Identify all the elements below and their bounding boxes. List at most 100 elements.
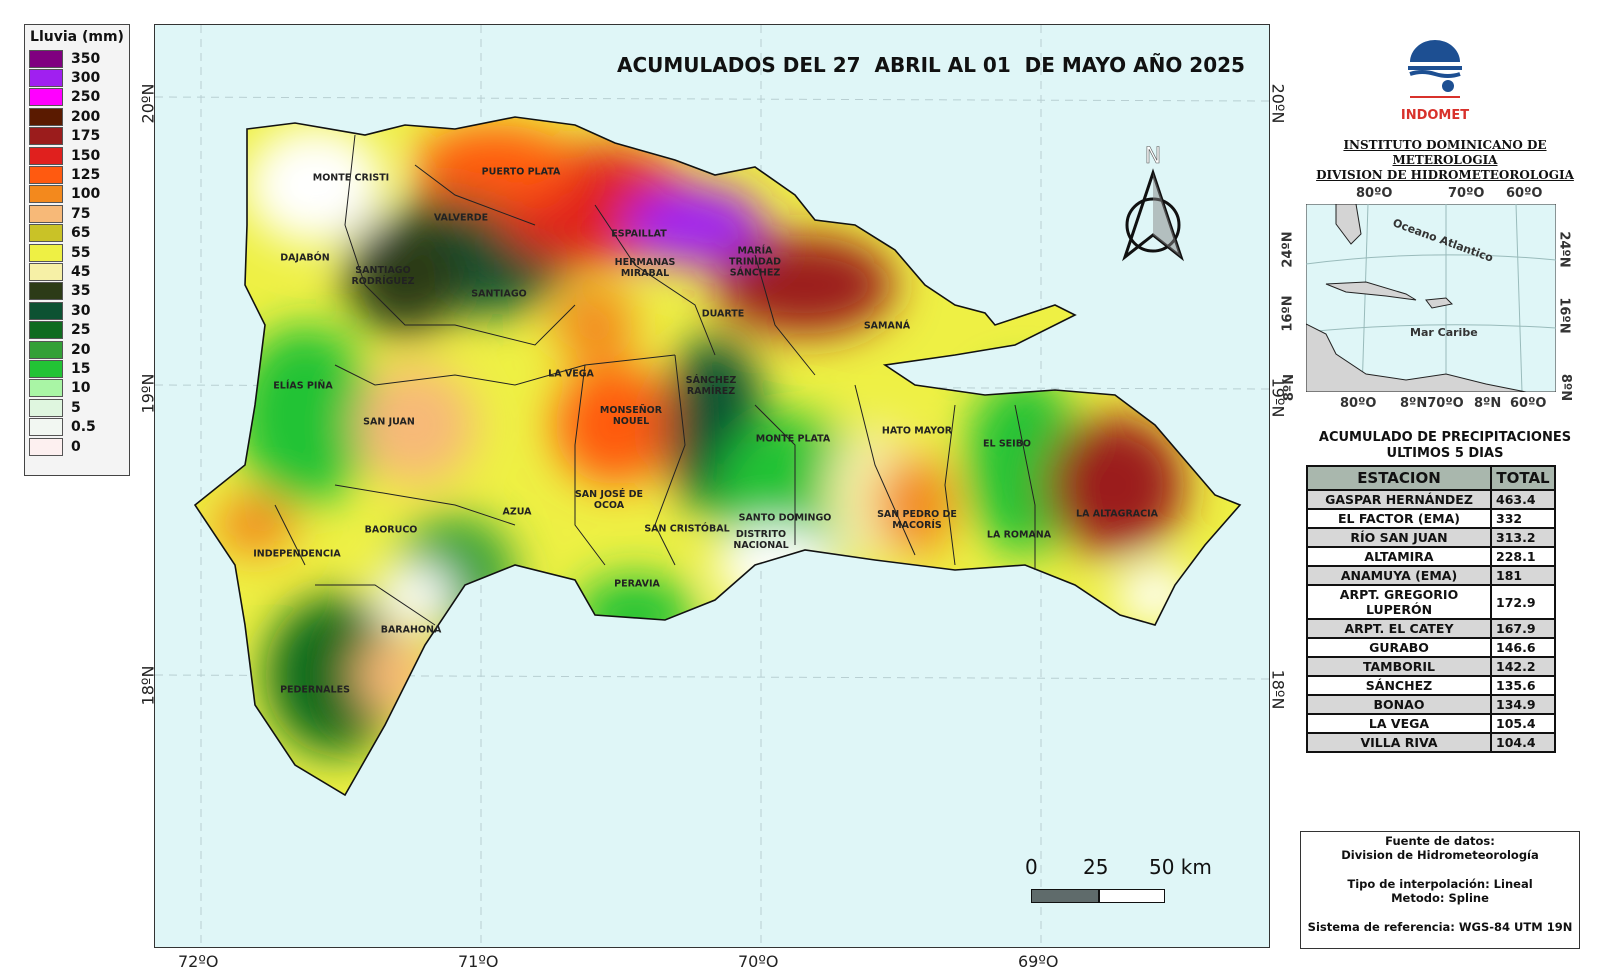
province-label: SANTIAGO — [471, 288, 527, 300]
province-label: VALVERDE — [433, 212, 489, 224]
station-total: 146.6 — [1490, 637, 1556, 658]
legend-item: 0 — [29, 437, 125, 456]
legend-item: 45 — [29, 262, 125, 281]
scale-label: 25 — [1083, 855, 1109, 879]
legend-swatch — [29, 88, 63, 107]
province-label: MONTE CRISTI — [312, 172, 390, 184]
legend-swatch — [29, 301, 63, 320]
station-total: 142.2 — [1490, 656, 1556, 677]
legend-value: 30 — [71, 302, 91, 319]
legend-value: 35 — [71, 283, 91, 300]
legend-swatch — [29, 69, 63, 88]
province-label: SAN CRISTÓBAL — [644, 523, 730, 535]
legend-item: 175 — [29, 127, 125, 146]
stations-table: ESTACION TOTAL GASPAR HERNÁNDEZ 463.4 EL F… — [1306, 465, 1556, 753]
legend-item: 150 — [29, 146, 125, 165]
indomet-logo-icon — [1408, 40, 1462, 98]
inset-lon-bottom: 8ºN70ºO — [1400, 396, 1464, 411]
accumulation-title-line2: ULTIMOS 5 DIAS — [1386, 445, 1504, 461]
legend-item: 300 — [29, 68, 125, 88]
lat-label-left: 20ºN — [138, 83, 158, 124]
legend-swatch — [29, 282, 63, 301]
station-total: 105.4 — [1490, 713, 1556, 734]
stations-table-body: GASPAR HERNÁNDEZ 463.4 EL FACTOR (EMA) 332 R… — [1306, 489, 1556, 753]
legend-value: 20 — [71, 341, 91, 358]
lon-label-top: 72ºO — [179, 25, 220, 26]
station-name: GASPAR HERNÁNDEZ — [1306, 489, 1492, 510]
province-label: ELÍAS PIÑA — [273, 380, 333, 392]
table-row: ARPT. EL CATEY 167.9 — [1306, 618, 1556, 639]
province-label: SAMANÁ — [863, 320, 911, 332]
lat-label-left: 18ºN — [138, 665, 158, 706]
station-name: RÍO SAN JUAN — [1306, 527, 1492, 548]
table-row: LA VEGA 105.4 — [1306, 713, 1556, 734]
legend-swatch — [29, 359, 63, 378]
province-label: BARAHONA — [380, 624, 442, 636]
table-row: GURABO 146.6 — [1306, 637, 1556, 658]
lat-label-right: 18ºN — [1268, 669, 1288, 710]
legend-item: 350 — [29, 49, 125, 68]
legend-swatch — [29, 398, 63, 417]
legend-item: 15 — [29, 359, 125, 378]
inset-lat-left: 24ºN — [1280, 231, 1296, 268]
province-label: INDEPENDENCIA — [253, 548, 341, 560]
province-label: MONTE PLATA — [755, 433, 831, 445]
station-total: 228.1 — [1490, 546, 1556, 567]
scale-label: 0 — [1025, 855, 1038, 879]
station-total: 313.2 — [1490, 527, 1556, 548]
table-row: RÍO SAN JUAN 313.2 — [1306, 527, 1556, 548]
inset-lon-bottom: 8ºN — [1474, 396, 1502, 411]
inset-lat-left: 16ºN — [1280, 295, 1296, 332]
legend-item: 5 — [29, 398, 125, 417]
station-name: BONAO — [1306, 694, 1492, 715]
location-inset-map: 80ºO 70ºO 60ºO Oceano Atlantico Mar Cari… — [1280, 186, 1590, 416]
lon-label-bottom: 71ºO — [458, 952, 499, 971]
legend-item: 10 — [29, 379, 125, 398]
lon-label-top: 69ºO — [1019, 25, 1060, 26]
legend-swatch — [29, 262, 63, 281]
station-total: 134.9 — [1490, 694, 1556, 715]
legend-value: 15 — [71, 360, 91, 377]
province-label: AZUA — [502, 506, 532, 518]
inset-lat-right: 16ºN — [1556, 297, 1572, 334]
station-name: TAMBORIL — [1306, 656, 1492, 677]
legend-swatch — [29, 418, 63, 437]
source-title: Fuente de datos: — [1385, 834, 1495, 848]
map-title: ACUMULADOS DEL 27 ABRIL AL 01 DE MAYO AÑ… — [617, 53, 1245, 77]
indomet-logo-text: INDOMET — [1400, 108, 1470, 123]
province-label: SANTO DOMINGO — [738, 512, 832, 524]
station-name: EL FACTOR (EMA) — [1306, 508, 1492, 529]
station-total: 172.9 — [1490, 584, 1556, 620]
institution-header: INSTITUTO DOMINICANO DE METEROLOGIA DIVI… — [1300, 138, 1590, 183]
inset-lon-bottom: 80ºO — [1340, 396, 1377, 411]
province-label: LA VEGA — [548, 368, 594, 380]
lon-label-bottom: 69ºO — [1018, 952, 1059, 971]
province-label: DAJABÓN — [280, 252, 330, 264]
province-label: SAN PEDRO DE MACORÍS — [877, 509, 957, 531]
legend-item: 75 — [29, 204, 125, 223]
province-borders — [274, 134, 1036, 626]
inset-sea-label: Mar Caribe — [1410, 326, 1478, 339]
legend-swatch — [29, 379, 63, 398]
accumulation-title-line1: ACUMULADO DE PRECIPITACIONES — [1318, 430, 1572, 445]
table-header-total: TOTAL — [1490, 465, 1556, 491]
scale-label: 50 km — [1149, 855, 1212, 879]
legend-value: 250 — [71, 89, 101, 106]
source-name: Division de Hidrometeorología — [1341, 848, 1539, 863]
legend-value: 175 — [71, 128, 101, 145]
legend-swatch — [29, 127, 63, 146]
legend-item: 35 — [29, 282, 125, 301]
inset-lat-right: 8ºN — [1558, 373, 1574, 402]
legend-swatch — [29, 243, 63, 262]
legend-item: 250 — [29, 88, 125, 107]
legend-item: 25 — [29, 320, 125, 340]
table-row: TAMBORIL 142.2 — [1306, 656, 1556, 677]
legend-value: 45 — [71, 263, 91, 280]
legend-item: 200 — [29, 107, 125, 126]
province-label: HERMANAS MIRABAL — [614, 257, 676, 279]
station-name: ANAMUYA (EMA) — [1306, 565, 1492, 586]
legend-swatch — [29, 224, 63, 243]
station-total: 104.4 — [1490, 732, 1556, 753]
legend-item: 55 — [29, 243, 125, 262]
legend-rows: 350 300 250 200 175 150 125 100 75 65 55 45 35 30 25 20… — [29, 49, 125, 456]
